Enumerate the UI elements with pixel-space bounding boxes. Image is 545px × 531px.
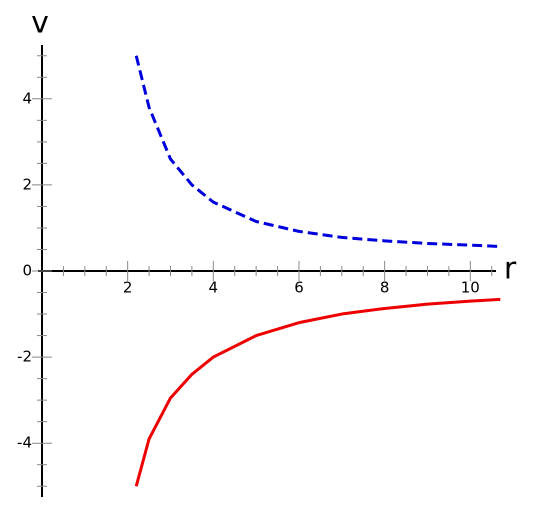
y-tick-label: 4	[22, 89, 32, 107]
y-tick-label: 0	[22, 262, 32, 280]
y-axis-label: v	[31, 6, 49, 41]
x-tick-label: 4	[209, 279, 219, 297]
x-tick-label: 2	[123, 279, 133, 297]
y-tick-label: -2	[17, 348, 32, 366]
x-tick-label: 8	[380, 279, 390, 297]
series-line	[134, 297, 501, 487]
x-axis-label: r	[504, 252, 517, 287]
x-tick-label: 6	[294, 279, 304, 297]
x-tick-label: 10	[461, 279, 480, 297]
y-tick-label: 2	[22, 175, 32, 193]
series-line	[134, 55, 501, 248]
y-tick-label: -4	[17, 434, 32, 452]
